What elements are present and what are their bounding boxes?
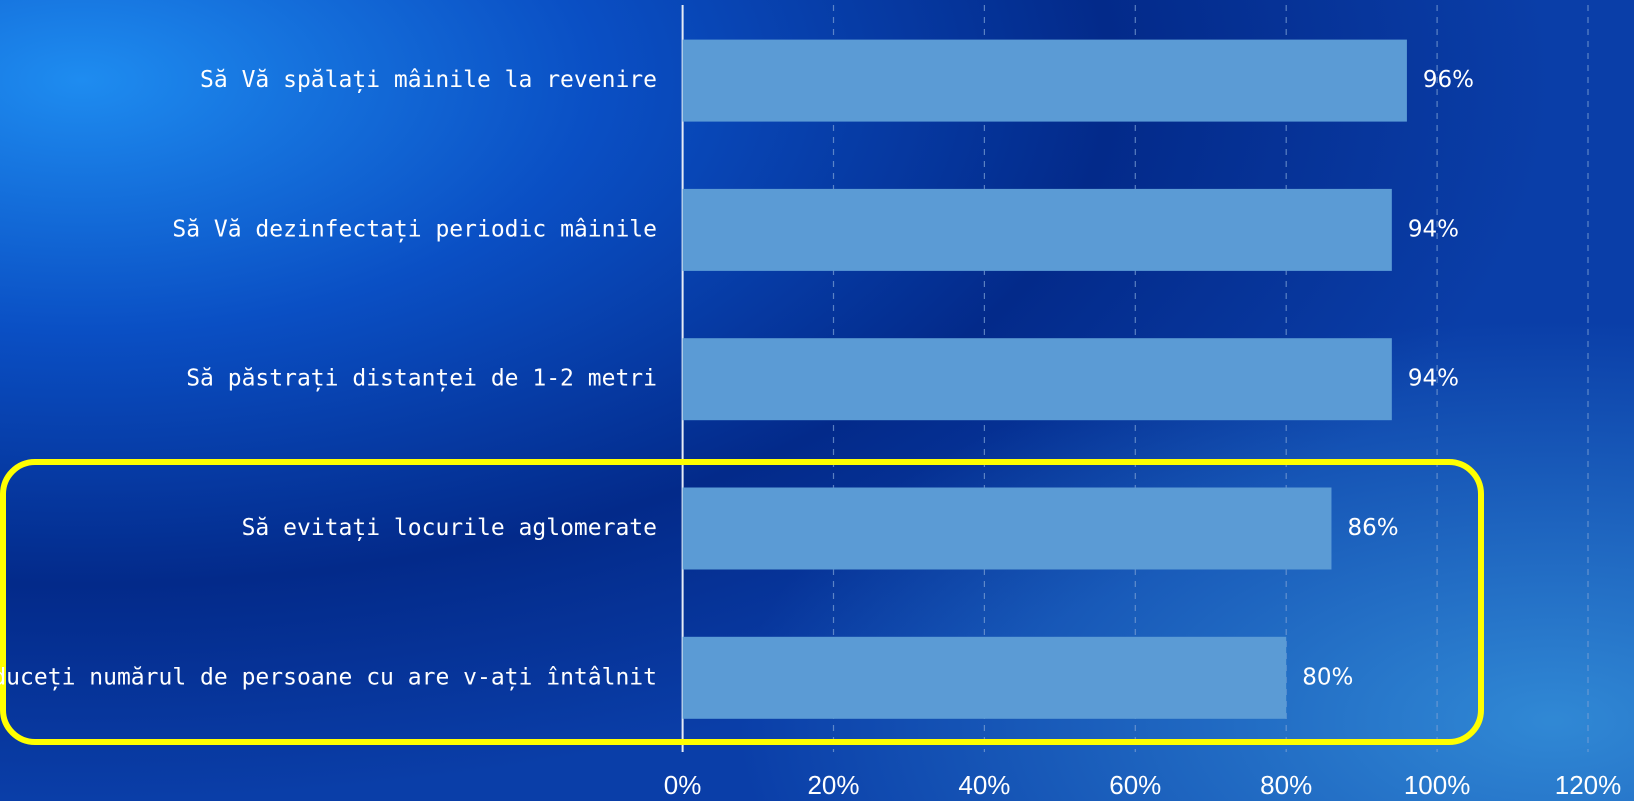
x-tick-label: 0% (664, 770, 702, 800)
value-label: 96% (1423, 67, 1474, 93)
category-label: Să Vă spălați mâinile la revenire (200, 67, 657, 93)
bar (682, 188, 1392, 271)
x-tick-label: 40% (958, 770, 1010, 800)
x-tick-label: 100% (1404, 770, 1471, 800)
highlight-box (0, 459, 1484, 745)
category-label: Să păstrați distanței de 1-2 metri (186, 366, 657, 392)
value-label: 94% (1408, 366, 1459, 392)
marks (682, 39, 1407, 719)
value-label: 86% (1347, 515, 1398, 541)
x-tick-label: 80% (1260, 770, 1312, 800)
bar (682, 39, 1407, 122)
x-tick-label: 120% (1555, 770, 1622, 800)
category-label: Să reduceți numărul de persoane cu are v… (0, 664, 657, 690)
bar (682, 636, 1287, 719)
x-tick-label: 60% (1109, 770, 1161, 800)
category-label: Să Vă dezinfectați periodic mâinile (172, 216, 657, 242)
value-label: 94% (1408, 216, 1459, 242)
value-label: 80% (1302, 664, 1353, 690)
x-tick-label: 20% (807, 770, 859, 800)
bar (682, 338, 1392, 421)
category-label: Să evitați locurile aglomerate (242, 515, 657, 541)
bar (682, 487, 1332, 570)
